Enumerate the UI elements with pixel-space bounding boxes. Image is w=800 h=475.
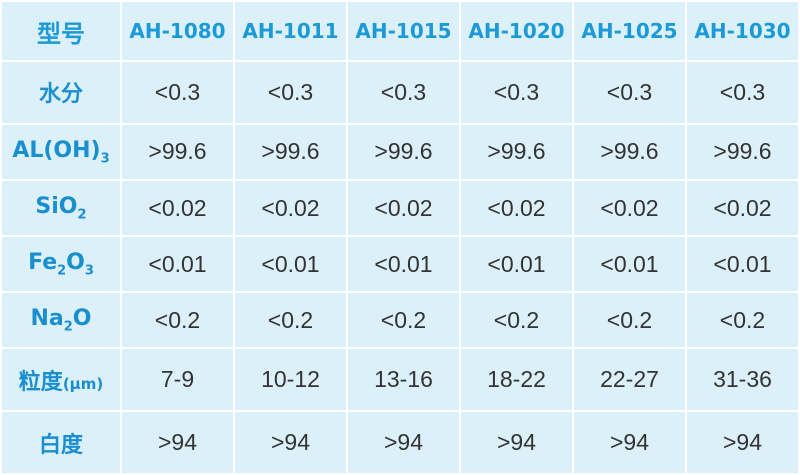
row-label: Fe2O3 <box>0 235 122 294</box>
data-row: SiO2 <0.02 <0.02 <0.02 <0.02 <0.02 <0.02 <box>0 178 800 238</box>
value-cell: <0.2 <box>685 291 800 350</box>
value-cell: <0.3 <box>346 60 461 125</box>
value-cell: <0.02 <box>346 178 461 238</box>
label-text: AL(OH) <box>12 137 101 163</box>
data-row: 白度 >94 >94 >94 >94 >94 >94 <box>0 410 800 475</box>
label-text: Na <box>30 306 64 332</box>
value-cell: >94 <box>120 410 235 475</box>
model-header: AH-1030 <box>685 0 800 62</box>
label-subscript: 2 <box>77 207 87 223</box>
value-cell: >99.6 <box>233 122 348 181</box>
model-header: AH-1025 <box>572 0 687 62</box>
data-row: 粒度(μm) 7-9 10-12 13-16 18-22 22-27 31-36 <box>0 347 800 413</box>
value-cell: 22-27 <box>572 347 687 413</box>
row-label: AL(OH)3 <box>0 122 122 181</box>
value-cell: <0.01 <box>120 235 235 294</box>
value-cell: <0.02 <box>120 178 235 238</box>
data-row: Fe2O3 <0.01 <0.01 <0.01 <0.01 <0.01 <0.01 <box>0 235 800 294</box>
label-text: O <box>66 249 85 275</box>
value-cell: <0.3 <box>572 60 687 125</box>
value-cell: >99.6 <box>346 122 461 181</box>
value-cell: <0.01 <box>685 235 800 294</box>
model-header: AH-1011 <box>233 0 348 62</box>
row-label: 水分 <box>0 60 122 125</box>
data-row: 水分 <0.3 <0.3 <0.3 <0.3 <0.3 <0.3 <box>0 60 800 125</box>
row-label: 白度 <box>0 410 122 475</box>
model-header: AH-1015 <box>346 0 461 62</box>
value-cell: >99.6 <box>685 122 800 181</box>
model-header: AH-1080 <box>120 0 235 62</box>
label-subscript: 3 <box>100 151 110 167</box>
value-cell: <0.02 <box>572 178 687 238</box>
value-cell: >94 <box>685 410 800 475</box>
value-cell: <0.2 <box>233 291 348 350</box>
value-cell: <0.01 <box>459 235 574 294</box>
label-text: SiO <box>35 193 78 219</box>
label-text: O <box>72 306 92 332</box>
value-cell: >99.6 <box>572 122 687 181</box>
value-cell: <0.3 <box>459 60 574 125</box>
value-cell: <0.2 <box>346 291 461 350</box>
label-text: 白度 <box>38 432 83 458</box>
label-text: 水分 <box>38 82 83 108</box>
label-unit: (μm) <box>62 374 104 393</box>
value-cell: <0.2 <box>572 291 687 350</box>
value-cell: <0.02 <box>459 178 574 238</box>
label-subscript: 3 <box>84 263 94 279</box>
value-cell: 10-12 <box>233 347 348 413</box>
value-cell: >94 <box>572 410 687 475</box>
value-cell: <0.2 <box>459 291 574 350</box>
value-cell: >99.6 <box>120 122 235 181</box>
header-label: 型号 <box>0 0 122 62</box>
label-subscript: 2 <box>57 263 67 279</box>
value-cell: <0.01 <box>572 235 687 294</box>
value-cell: 31-36 <box>685 347 800 413</box>
data-row: AL(OH)3 >99.6 >99.6 >99.6 >99.6 >99.6 >99.6 <box>0 122 800 181</box>
value-cell: <0.2 <box>120 291 235 350</box>
header-row: 型号 AH-1080 AH-1011 AH-1015 AH-1020 AH-1025 AH-… <box>0 0 800 62</box>
model-header: AH-1020 <box>459 0 574 62</box>
value-cell: <0.3 <box>685 60 800 125</box>
value-cell: >94 <box>233 410 348 475</box>
label-text: Fe <box>28 249 58 275</box>
value-cell: >99.6 <box>459 122 574 181</box>
value-cell: 13-16 <box>346 347 461 413</box>
value-cell: <0.02 <box>685 178 800 238</box>
value-cell: 7-9 <box>120 347 235 413</box>
value-cell: <0.02 <box>233 178 348 238</box>
value-cell: >94 <box>346 410 461 475</box>
value-cell: <0.01 <box>346 235 461 294</box>
row-label: SiO2 <box>0 178 122 238</box>
label-text: 粒度 <box>18 369 63 395</box>
data-row: Na2O <0.2 <0.2 <0.2 <0.2 <0.2 <0.2 <box>0 291 800 350</box>
value-cell: 18-22 <box>459 347 574 413</box>
row-label: Na2O <box>0 291 122 350</box>
row-label: 粒度(μm) <box>0 347 122 413</box>
value-cell: <0.3 <box>233 60 348 125</box>
value-cell: <0.3 <box>120 60 235 125</box>
value-cell: <0.01 <box>233 235 348 294</box>
label-subscript: 2 <box>63 319 73 335</box>
value-cell: >94 <box>459 410 574 475</box>
